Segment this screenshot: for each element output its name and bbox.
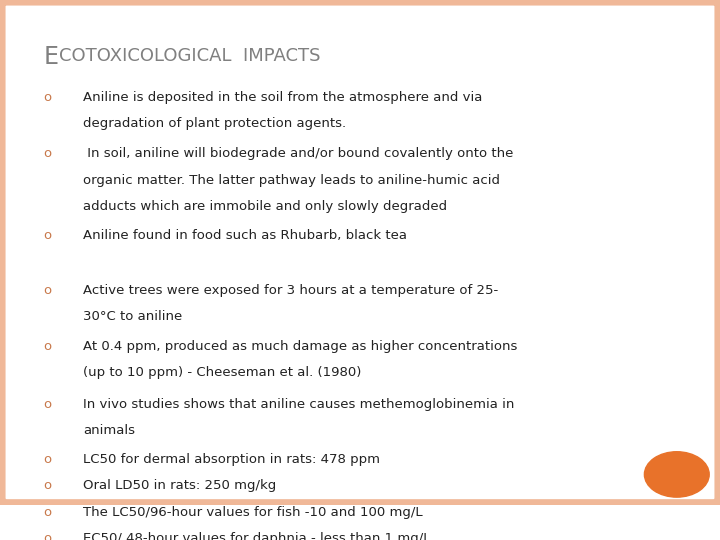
Text: EC50/ 48-hour values for daphnia - less than 1 mg/L: EC50/ 48-hour values for daphnia - less …: [83, 532, 431, 540]
Text: In vivo studies shows that aniline causes methemoglobinemia in: In vivo studies shows that aniline cause…: [83, 398, 514, 411]
Circle shape: [644, 452, 709, 497]
Text: Oral LD50 in rats: 250 mg/kg: Oral LD50 in rats: 250 mg/kg: [83, 480, 276, 492]
Text: adducts which are immobile and only slowly degraded: adducts which are immobile and only slow…: [83, 200, 447, 213]
Text: o: o: [43, 398, 51, 411]
FancyBboxPatch shape: [0, 0, 720, 505]
Text: o: o: [43, 505, 51, 518]
Text: o: o: [43, 340, 51, 353]
Text: Active trees were exposed for 3 hours at a temperature of 25-: Active trees were exposed for 3 hours at…: [83, 284, 498, 297]
Text: o: o: [43, 480, 51, 492]
Text: o: o: [43, 532, 51, 540]
Text: animals: animals: [83, 424, 135, 437]
Text: 30°C to aniline: 30°C to aniline: [83, 310, 182, 323]
Text: E: E: [43, 45, 58, 70]
Text: (up to 10 ppm) - Cheeseman et al. (1980): (up to 10 ppm) - Cheeseman et al. (1980): [83, 367, 361, 380]
Text: COTOXICOLOGICAL  IMPACTS: COTOXICOLOGICAL IMPACTS: [59, 47, 320, 65]
Text: LC50 for dermal absorption in rats: 478 ppm: LC50 for dermal absorption in rats: 478 …: [83, 453, 380, 466]
Text: The LC50/96-hour values for fish -10 and 100 mg/L: The LC50/96-hour values for fish -10 and…: [83, 505, 423, 518]
Text: Aniline found in food such as Rhubarb, black tea: Aniline found in food such as Rhubarb, b…: [83, 228, 407, 241]
Text: o: o: [43, 228, 51, 241]
Text: degradation of plant protection agents.: degradation of plant protection agents.: [83, 117, 346, 130]
Text: o: o: [43, 453, 51, 466]
Text: o: o: [43, 147, 51, 160]
Text: o: o: [43, 284, 51, 297]
Text: At 0.4 ppm, produced as much damage as higher concentrations: At 0.4 ppm, produced as much damage as h…: [83, 340, 517, 353]
Text: In soil, aniline will biodegrade and/or bound covalently onto the: In soil, aniline will biodegrade and/or …: [83, 147, 513, 160]
Text: organic matter. The latter pathway leads to aniline-humic acid: organic matter. The latter pathway leads…: [83, 173, 500, 186]
Text: o: o: [43, 91, 51, 104]
Text: Aniline is deposited in the soil from the atmosphere and via: Aniline is deposited in the soil from th…: [83, 91, 482, 104]
